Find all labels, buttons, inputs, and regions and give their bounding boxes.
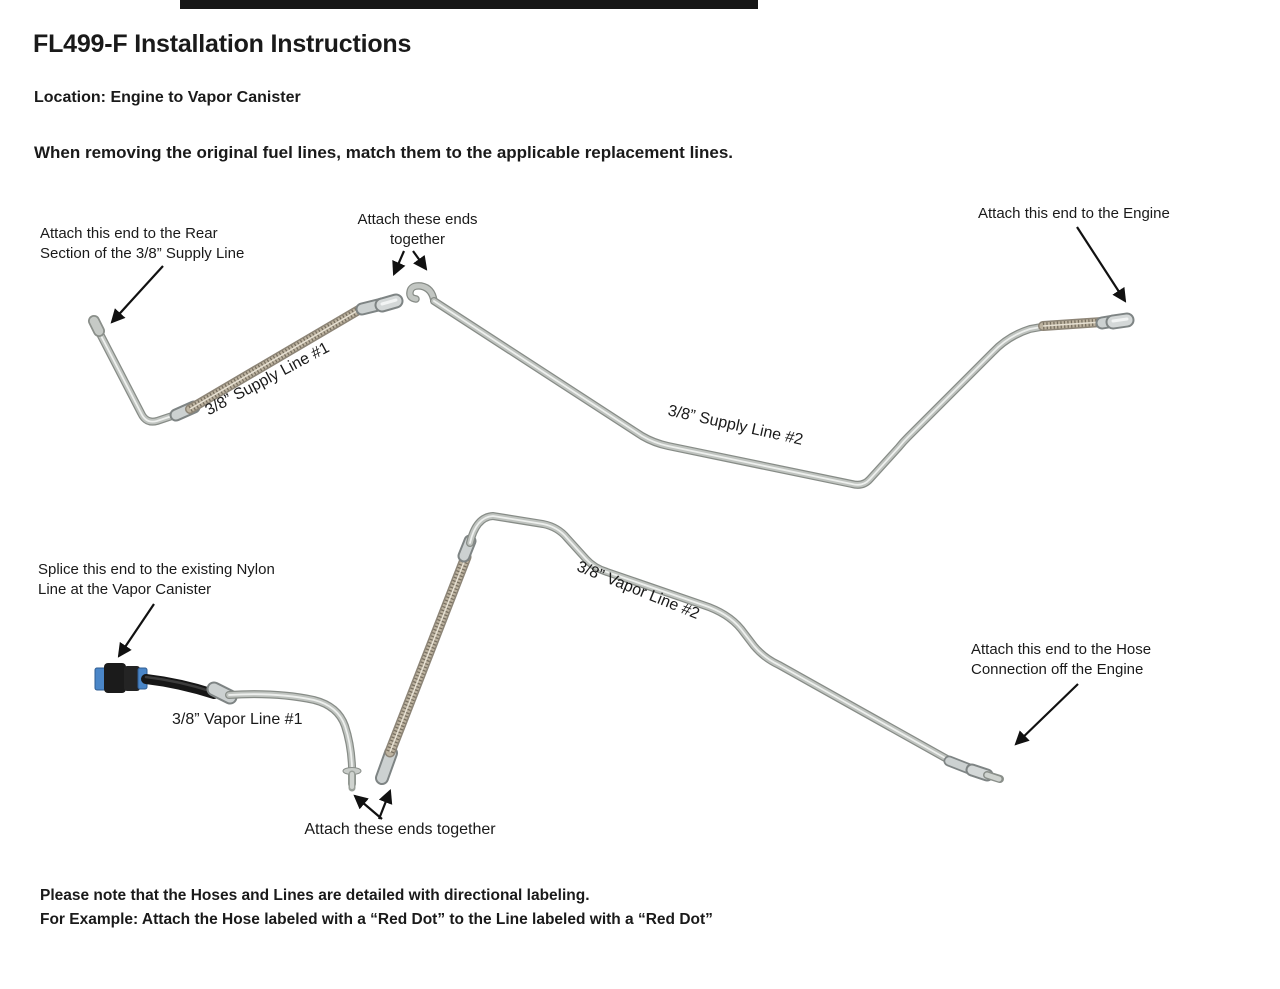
location-line: Location: Engine to Vapor Canister (34, 89, 301, 106)
annotation-line: Connection off the Engine (971, 661, 1144, 678)
annotation-line: Attach this end to the Engine (978, 205, 1170, 222)
annotation-hose-connection: Attach this end to the Hose Connection o… (971, 640, 1151, 680)
footer-note: Please note that the Hoses and Lines are… (40, 884, 713, 932)
footer-line: For Example: Attach the Hose labeled wit… (40, 911, 713, 928)
annotation-rear-section: Attach this end to the Rear Section of t… (40, 224, 244, 264)
annotation-line: Section of the 3/8” Supply Line (40, 245, 245, 262)
annotation-line: together (389, 231, 446, 248)
annotation-line: Attach this end to the Hose (971, 641, 1152, 658)
annotation-line: Attach this end to the Rear (40, 225, 218, 242)
label-vapor-line-1: 3/8” Vapor Line #1 (172, 711, 303, 728)
arrow-engine (1076, 226, 1127, 303)
supply-line-1-graphic (88, 293, 404, 426)
arrow-rear-section (110, 265, 164, 324)
arrow-hose-connection (1014, 683, 1079, 746)
arrow-ends-together-bottom-right (377, 789, 393, 820)
page-title: FL499-F Installation Instructions (33, 30, 412, 58)
annotation-line: Splice this end to the existing Nylon (38, 561, 275, 578)
supply-line-2-graphic (406, 282, 1135, 489)
arrow-ends-together-bottom-left (353, 794, 383, 820)
vapor-line-1-graphic (94, 663, 362, 792)
annotation-splice: Splice this end to the existing Nylon Li… (38, 560, 275, 600)
arrow-ends-together-top-right (412, 250, 428, 271)
footer-line: Please note that the Hoses and Lines are… (40, 887, 590, 904)
arrow-splice (117, 603, 155, 658)
annotation-ends-together-top: Attach these ends together (345, 210, 490, 250)
annotation-line: Attach these ends together (304, 821, 496, 838)
annotation-line: Attach these ends (357, 211, 478, 228)
intro-line: When removing the original fuel lines, m… (34, 143, 734, 162)
vapor-line-2-graphic (375, 511, 1004, 785)
annotation-engine: Attach this end to the Engine (978, 204, 1170, 224)
arrow-ends-together-top-left (392, 250, 406, 276)
annotation-line: Line at the Vapor Canister (38, 581, 212, 598)
annotation-ends-together-bottom: Attach these ends together (300, 820, 500, 840)
top-cropped-bar (180, 0, 758, 9)
annotation-arrows (110, 226, 1127, 820)
